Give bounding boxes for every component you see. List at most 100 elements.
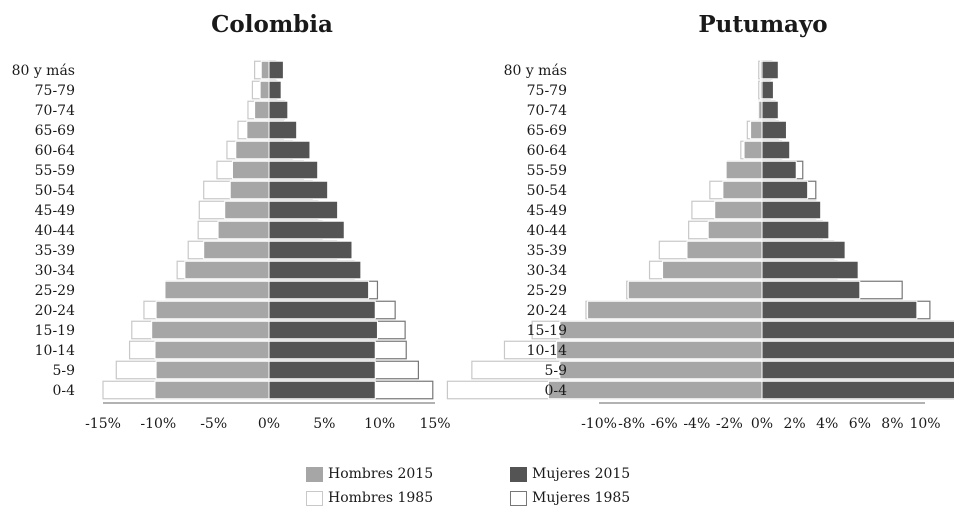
legend-swatch-mujeres-2015 bbox=[510, 466, 527, 482]
age-label-50-54: 50-54 bbox=[35, 183, 75, 199]
bar-mujeres-2015-15-19 bbox=[761, 320, 954, 340]
legend-item-mujeres-2015: Mujeres 2015 bbox=[510, 466, 630, 482]
bar-mujeres-2015-10-14 bbox=[268, 340, 376, 360]
age-label-30-34: 30-34 bbox=[527, 263, 567, 279]
age-label-45-49: 45-49 bbox=[35, 203, 75, 219]
bar-mujeres-2015-60-64 bbox=[268, 140, 311, 160]
age-label-35-39: 35-39 bbox=[35, 243, 75, 259]
bar-hombres-2015-75-79 bbox=[259, 80, 270, 100]
bar-hombres-2015-15-19 bbox=[151, 320, 270, 340]
age-label-65-69: 65-69 bbox=[527, 123, 567, 139]
age-label-45-49: 45-49 bbox=[527, 203, 567, 219]
age-label-40-44: 40-44 bbox=[527, 223, 567, 239]
bar-hombres-2015-35-39 bbox=[203, 240, 270, 260]
x-tick-label: 5% bbox=[313, 416, 335, 432]
bar-mujeres-2015-45-49 bbox=[761, 200, 822, 220]
bar-hombres-2015-20-24 bbox=[587, 300, 763, 320]
bar-hombres-2015-20-24 bbox=[155, 300, 270, 320]
x-tick-label: 4% bbox=[816, 416, 838, 432]
age-label-5-9: 5-9 bbox=[544, 363, 567, 379]
bar-hombres-2015-15-19 bbox=[559, 320, 763, 340]
age-label-70-74: 70-74 bbox=[527, 103, 567, 119]
legend: Hombres 2015 Mujeres 2015 Hombres 1985 M… bbox=[306, 466, 666, 512]
x-tick-label: 2% bbox=[783, 416, 805, 432]
legend-item-hombres-1985: Hombres 1985 bbox=[306, 490, 433, 506]
legend-item-hombres-2015: Hombres 2015 bbox=[306, 466, 433, 482]
age-label-80-y-m-s: 80 y más bbox=[12, 63, 75, 79]
bar-hombres-2015-50-54 bbox=[722, 180, 763, 200]
pyramid-colombia: Colombia 80 y más 75-79 70-74 65-69 60-64 55-… bbox=[12, 11, 451, 432]
bar-hombres-2015-80-y-m-s bbox=[260, 60, 270, 80]
bar-hombres-2015-45-49 bbox=[224, 200, 270, 220]
pyramid-putumayo: Putumayo 80 y más 75-79 70-74 65-69 60-64 55-… bbox=[446, 11, 954, 432]
bar-mujeres-2015-20-24 bbox=[268, 300, 376, 320]
bar-mujeres-2015-55-59 bbox=[761, 160, 797, 180]
bar-mujeres-2015-30-34 bbox=[268, 260, 362, 280]
bar-mujeres-2015-5-9 bbox=[761, 360, 954, 380]
legend-label-hombres-2015: Hombres 2015 bbox=[328, 466, 434, 482]
bar-mujeres-2015-70-74 bbox=[761, 100, 779, 120]
x-tick-label: 8% bbox=[881, 416, 903, 432]
bar-mujeres-2015-40-44 bbox=[761, 220, 830, 240]
bar-mujeres-2015-35-39 bbox=[268, 240, 353, 260]
legend-item-mujeres-1985: Mujeres 1985 bbox=[510, 490, 630, 506]
bar-mujeres-2015-65-69 bbox=[268, 120, 298, 140]
age-label-55-59: 55-59 bbox=[527, 163, 567, 179]
x-tick-label: 6% bbox=[849, 416, 871, 432]
bar-hombres-2015-5-9 bbox=[559, 360, 763, 380]
legend-swatch-mujeres-1985 bbox=[510, 490, 527, 506]
age-label-75-79: 75-79 bbox=[35, 83, 75, 99]
age-label-40-44: 40-44 bbox=[35, 223, 75, 239]
bar-hombres-2015-55-59 bbox=[231, 160, 270, 180]
bar-hombres-2015-50-54 bbox=[229, 180, 270, 200]
bar-mujeres-2015-60-64 bbox=[761, 140, 791, 160]
bar-mujeres-2015-80-y-m-s bbox=[268, 60, 284, 80]
x-tick-label: 15% bbox=[419, 416, 450, 432]
age-label-15-19: 15-19 bbox=[527, 323, 567, 339]
legend-label-hombres-1985: Hombres 1985 bbox=[328, 490, 434, 506]
bar-mujeres-2015-70-74 bbox=[268, 100, 289, 120]
age-label-60-64: 60-64 bbox=[527, 143, 567, 159]
x-tick-label: 10% bbox=[909, 416, 940, 432]
bar-hombres-2015-0-4 bbox=[547, 380, 763, 400]
age-label-80-y-m-s: 80 y más bbox=[504, 63, 567, 79]
age-label-15-19: 15-19 bbox=[35, 323, 75, 339]
bar-hombres-2015-10-14 bbox=[556, 340, 763, 360]
age-label-0-4: 0-4 bbox=[544, 383, 567, 399]
chart-title-putumayo: Putumayo bbox=[698, 11, 827, 38]
x-tick-label: -10% bbox=[581, 416, 617, 432]
bar-hombres-2015-0-4 bbox=[154, 380, 270, 400]
bar-hombres-2015-30-34 bbox=[662, 260, 763, 280]
bar-mujeres-2015-25-29 bbox=[268, 280, 370, 300]
bar-mujeres-2015-45-49 bbox=[268, 200, 339, 220]
bar-mujeres-2015-5-9 bbox=[268, 360, 376, 380]
bar-hombres-2015-65-69 bbox=[750, 120, 763, 140]
age-label-10-14: 10-14 bbox=[527, 343, 567, 359]
bar-mujeres-2015-65-69 bbox=[761, 120, 787, 140]
legend-swatch-hombres-1985 bbox=[306, 490, 323, 506]
bar-mujeres-2015-30-34 bbox=[761, 260, 859, 280]
bar-mujeres-2015-25-29 bbox=[761, 280, 861, 300]
x-tick-label: -5% bbox=[200, 416, 227, 432]
x-tick-label: -6% bbox=[651, 416, 678, 432]
age-label-55-59: 55-59 bbox=[35, 163, 75, 179]
x-tick-label: 0% bbox=[751, 416, 773, 432]
legend-swatch-hombres-2015 bbox=[306, 466, 323, 482]
x-tick-label: -15% bbox=[85, 416, 121, 432]
age-label-75-79: 75-79 bbox=[527, 83, 567, 99]
x-tick-label: -4% bbox=[683, 416, 710, 432]
bar-hombres-2015-30-34 bbox=[184, 260, 270, 280]
bar-mujeres-2015-15-19 bbox=[268, 320, 378, 340]
x-tick-label: 0% bbox=[258, 416, 280, 432]
x-tick-label: -10% bbox=[140, 416, 176, 432]
legend-label-mujeres-1985: Mujeres 1985 bbox=[532, 490, 631, 506]
age-label-50-54: 50-54 bbox=[527, 183, 567, 199]
age-label-25-29: 25-29 bbox=[35, 283, 75, 299]
bar-hombres-2015-60-64 bbox=[235, 140, 270, 160]
bar-mujeres-2015-20-24 bbox=[761, 300, 918, 320]
bar-hombres-2015-65-69 bbox=[246, 120, 270, 140]
age-label-70-74: 70-74 bbox=[35, 103, 75, 119]
bar-mujeres-2015-75-79 bbox=[761, 80, 774, 100]
age-label-30-34: 30-34 bbox=[35, 263, 75, 279]
